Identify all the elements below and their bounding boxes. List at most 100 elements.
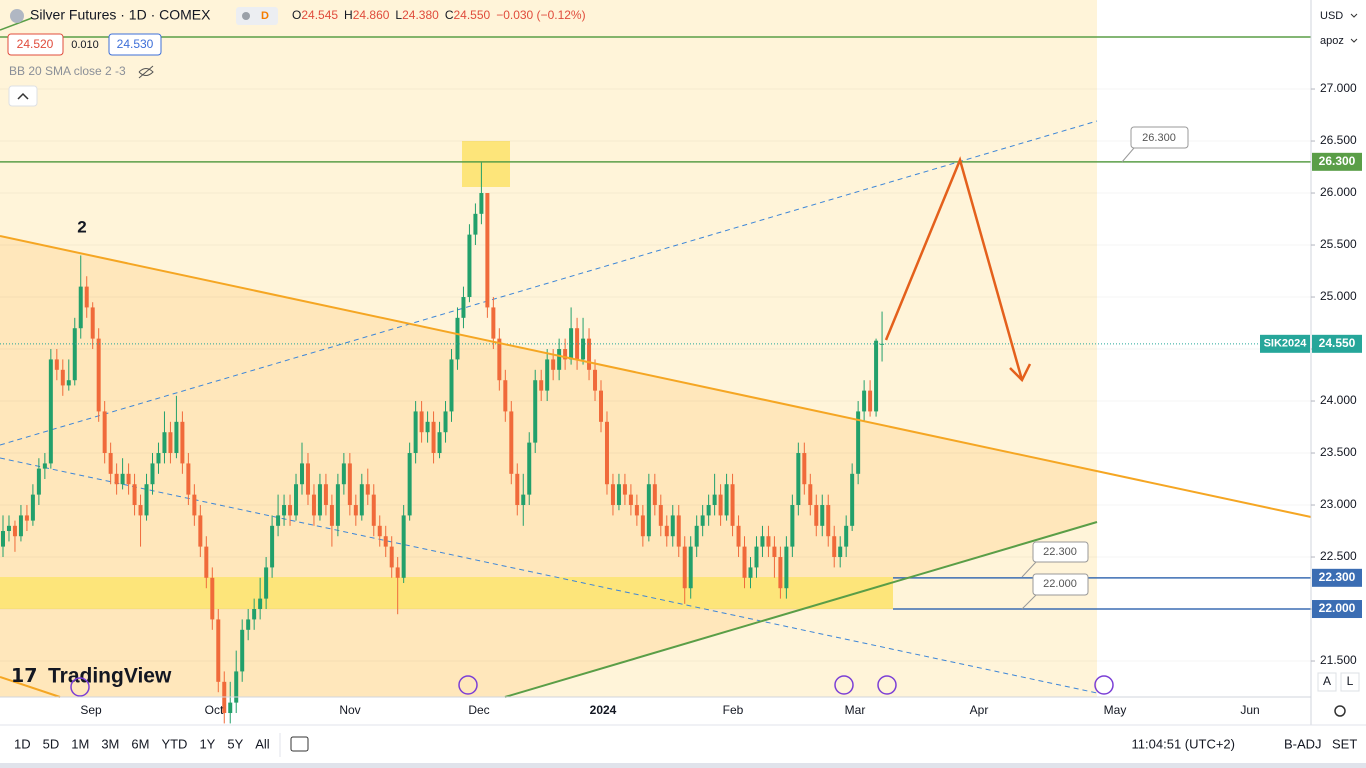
chevron bbox=[17, 92, 29, 100]
collapse-button[interactable] bbox=[8, 85, 38, 107]
callout-box bbox=[1032, 573, 1089, 596]
candle-body bbox=[622, 484, 627, 495]
candle-body bbox=[832, 536, 837, 558]
candle-body bbox=[646, 484, 651, 537]
change: −0.030 (−0.12%) bbox=[496, 8, 585, 22]
callout-pointer bbox=[1021, 594, 1037, 610]
x-tick-label: Oct bbox=[205, 703, 224, 717]
ask: 24.530 bbox=[117, 37, 154, 51]
candle-body bbox=[192, 494, 197, 516]
candle-body bbox=[389, 546, 394, 568]
candle-body bbox=[132, 484, 137, 506]
candle-body bbox=[790, 505, 795, 547]
timeframe-button[interactable]: 6M bbox=[131, 736, 149, 751]
timeframe-button[interactable]: YTD bbox=[161, 736, 187, 751]
timeframe-button[interactable]: 5Y bbox=[227, 736, 243, 751]
candle-body bbox=[371, 494, 376, 526]
log-scale[interactable] bbox=[1340, 672, 1360, 692]
candle-body bbox=[329, 505, 334, 526]
settings-icon[interactable] bbox=[1334, 705, 1346, 717]
candle-body bbox=[497, 338, 502, 381]
candle-body bbox=[120, 473, 125, 485]
timeframe-button[interactable]: 1D bbox=[14, 736, 31, 751]
timeframe-button[interactable]: 5D bbox=[43, 736, 60, 751]
log-label[interactable]: L bbox=[1347, 674, 1354, 688]
clock[interactable]: 11:04:51 (UTC+2) bbox=[1132, 736, 1235, 751]
y-tick-label: 27.000 bbox=[1320, 81, 1357, 95]
auto-scale[interactable] bbox=[1317, 672, 1337, 692]
event-icon[interactable] bbox=[877, 675, 897, 695]
indicator[interactable]: BB 20 SMA close 2 -3 bbox=[9, 64, 126, 78]
candle-body bbox=[300, 463, 304, 485]
candle-body bbox=[347, 463, 352, 506]
session[interactable]: SET bbox=[1332, 736, 1357, 751]
candle-body bbox=[664, 525, 669, 537]
candle-body bbox=[563, 349, 568, 360]
candle-body bbox=[784, 546, 789, 589]
candle-body bbox=[748, 567, 753, 578]
candle-body bbox=[449, 359, 454, 412]
hide-icon[interactable] bbox=[138, 65, 154, 79]
x-tick-label: Nov bbox=[339, 703, 360, 717]
callout-text: 22.000 bbox=[1043, 578, 1077, 590]
timeframe-button[interactable]: 1Y bbox=[199, 736, 215, 751]
candle-body bbox=[108, 453, 113, 474]
symbol-tag bbox=[1260, 334, 1310, 353]
price-tag-text: 22.000 bbox=[1319, 601, 1356, 615]
timeframe-button[interactable]: 3M bbox=[101, 736, 119, 751]
timeframe-button[interactable]: All bbox=[255, 736, 270, 751]
bid-box[interactable] bbox=[7, 33, 64, 56]
timeframe-button[interactable]: 1M bbox=[71, 736, 89, 751]
ask-box[interactable] bbox=[108, 33, 162, 56]
candle-body bbox=[772, 546, 777, 558]
candle-body bbox=[730, 484, 735, 526]
adjustment[interactable]: B-ADJ bbox=[1284, 736, 1322, 751]
candle-body bbox=[264, 567, 269, 599]
drawings bbox=[0, 0, 1311, 698]
candle-body bbox=[353, 505, 358, 516]
candle-body bbox=[288, 505, 293, 516]
event-icon[interactable] bbox=[458, 675, 478, 695]
currency[interactable]: USD bbox=[1320, 10, 1343, 22]
candle-body bbox=[228, 702, 233, 714]
date-range-icon[interactable] bbox=[290, 736, 309, 752]
candle-body bbox=[826, 505, 831, 537]
event-icon[interactable] bbox=[1094, 675, 1114, 695]
candle-body bbox=[604, 421, 609, 485]
candle-body bbox=[862, 390, 867, 412]
callout-pointer bbox=[1021, 561, 1037, 578]
spread: 0.010 bbox=[71, 39, 99, 51]
candle-body bbox=[575, 328, 580, 360]
currency-button[interactable] bbox=[1314, 5, 1362, 27]
candle-body bbox=[760, 536, 765, 547]
candle-body bbox=[305, 463, 310, 495]
candle-body bbox=[700, 515, 705, 526]
candle-body bbox=[12, 525, 17, 537]
candle-body bbox=[461, 297, 466, 318]
event-icon[interactable] bbox=[834, 675, 854, 695]
scale-mode[interactable]: apoz bbox=[1320, 35, 1344, 47]
h-key: H bbox=[344, 8, 353, 22]
top-zone bbox=[462, 141, 510, 187]
y-tick-label: 22.500 bbox=[1320, 549, 1357, 563]
auto-label[interactable]: A bbox=[1323, 674, 1331, 688]
candle-body bbox=[724, 484, 729, 516]
l-key: L bbox=[395, 8, 402, 22]
price-tag-text: 26.300 bbox=[1319, 154, 1356, 168]
candles bbox=[0, 161, 1311, 724]
candle-body bbox=[174, 421, 179, 454]
candle-body bbox=[335, 484, 340, 526]
trend-line bbox=[0, 676, 61, 698]
candle-body bbox=[467, 234, 472, 298]
candle-body bbox=[658, 505, 663, 526]
candle-body bbox=[850, 473, 855, 526]
event-icon[interactable] bbox=[70, 677, 90, 697]
x-tick-label: Sep bbox=[80, 703, 102, 717]
candle-body bbox=[491, 307, 496, 339]
y-tick-label: 25.000 bbox=[1320, 289, 1357, 303]
symbol-title[interactable]: Silver Futures · 1D · COMEX bbox=[30, 7, 211, 23]
candle-body bbox=[30, 494, 35, 521]
candle-body bbox=[66, 380, 71, 386]
candle-body bbox=[599, 390, 603, 422]
